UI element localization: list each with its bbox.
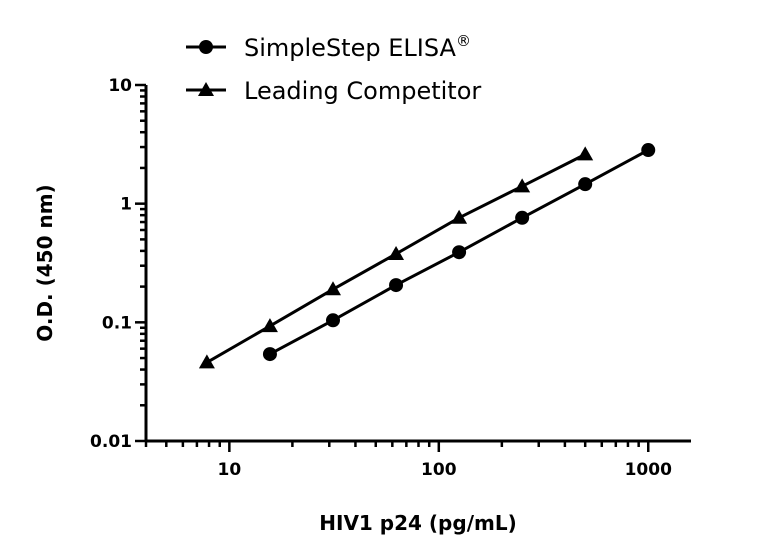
data-point-triangle (388, 245, 405, 260)
legend-label-competitor: Leading Competitor (244, 77, 481, 105)
legend-circle-marker (199, 40, 213, 54)
data-point-triangle (577, 146, 594, 161)
y-tick-label: 0.01 (90, 432, 132, 452)
data-point-triangle (451, 209, 468, 224)
data-point-circle (641, 143, 656, 158)
legend-item-competitor: Leading Competitor (186, 77, 481, 105)
data-point-triangle (198, 354, 215, 369)
series-layer (198, 143, 656, 369)
data-point-circle (515, 210, 530, 225)
series-circle (262, 143, 656, 362)
axes: 10 100 1000 0.01 0.1 1 10 (90, 76, 691, 480)
data-point-circle (325, 313, 340, 328)
x-tick-label: 100 (421, 460, 457, 480)
y-axis-title: O.D. (450 nm) (33, 184, 57, 341)
x-tick-label: 1000 (625, 460, 672, 480)
legend-item-simplestep: SimpleStep ELISA® (186, 32, 471, 62)
x-tick-label: 10 (218, 460, 242, 480)
y-tick-label: 10 (108, 76, 132, 96)
data-point-triangle (324, 281, 341, 296)
legend: SimpleStep ELISA® Leading Competitor (186, 32, 481, 105)
legend-label-simplestep: SimpleStep ELISA® (244, 32, 471, 62)
x-axis-title: HIV1 p24 (pg/mL) (319, 511, 516, 535)
data-point-circle (389, 278, 404, 293)
series-triangle (198, 146, 594, 369)
data-point-circle (578, 177, 593, 192)
legend-triangle-marker (198, 82, 214, 96)
data-point-triangle (261, 318, 278, 333)
y-tick-label: 1 (120, 195, 132, 215)
data-point-circle (452, 245, 467, 260)
y-tick-label: 0.1 (102, 313, 132, 333)
data-point-circle (262, 347, 277, 362)
data-point-triangle (514, 178, 531, 193)
